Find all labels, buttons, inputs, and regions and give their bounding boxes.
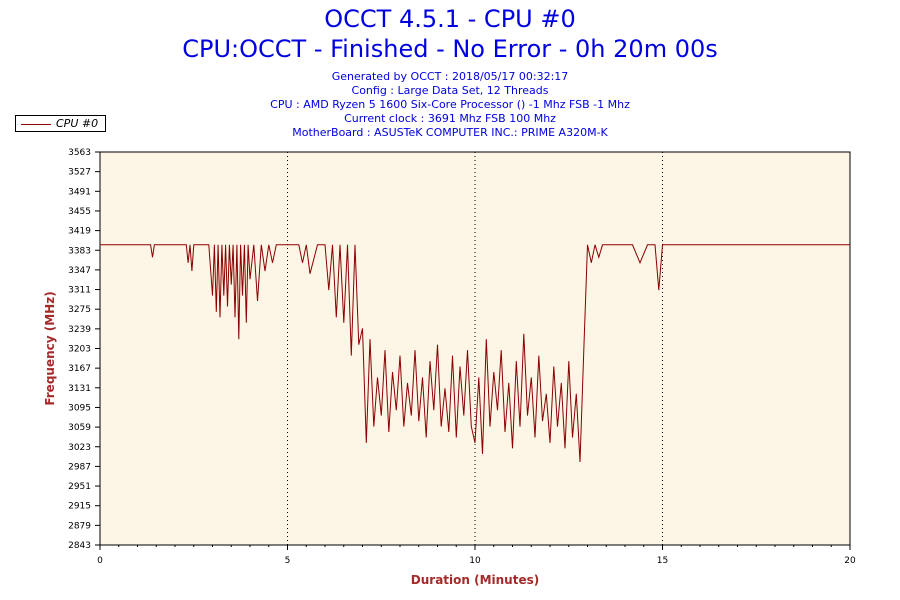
y-tick-label: 3131	[68, 384, 91, 394]
y-tick-label: 3527	[68, 168, 91, 178]
y-tick-label: 3383	[68, 246, 91, 256]
y-tick-label: 2987	[68, 462, 91, 472]
legend: CPU #0	[15, 115, 106, 132]
y-tick-label: 3167	[68, 364, 91, 374]
x-tick-label: 10	[469, 556, 481, 566]
x-tick-label: 5	[285, 556, 291, 566]
info-generated: Generated by OCCT : 2018/05/17 00:32:17	[331, 70, 569, 83]
info-config: Config : Large Data Set, 12 Threads	[351, 84, 549, 97]
y-tick-label: 3455	[68, 207, 91, 217]
y-tick-label: 3563	[68, 148, 91, 158]
y-tick-label: 3419	[68, 227, 91, 237]
y-tick-label: 3059	[68, 423, 91, 433]
y-tick-label: 3239	[68, 325, 91, 335]
x-tick-label: 0	[97, 556, 103, 566]
y-tick-label: 3095	[68, 403, 91, 413]
y-tick-label: 2915	[68, 502, 91, 512]
legend-label: CPU #0	[56, 117, 99, 130]
chart-subtitle: CPU:OCCT - Finished - No Error - 0h 20m …	[182, 35, 718, 63]
x-tick-label: 20	[844, 556, 856, 566]
y-tick-label: 2951	[68, 482, 91, 492]
x-axis-label: Duration (Minutes)	[411, 573, 539, 587]
y-tick-label: 3311	[68, 286, 91, 296]
info-cpu: CPU : AMD Ryzen 5 1600 Six-Core Processo…	[270, 98, 630, 111]
y-tick-label: 3491	[68, 187, 91, 197]
y-axis-label: Frequency (MHz)	[43, 291, 57, 405]
y-tick-label: 2843	[68, 541, 91, 551]
x-tick-label: 15	[657, 556, 668, 566]
chart-title: OCCT 4.5.1 - CPU #0	[324, 5, 576, 33]
y-tick-label: 3347	[68, 266, 91, 276]
y-tick-label: 3275	[68, 305, 91, 315]
y-tick-label: 3203	[68, 345, 91, 355]
y-tick-label: 2879	[68, 521, 91, 531]
info-motherboard: MotherBoard : ASUSTeK COMPUTER INC.: PRI…	[292, 126, 608, 139]
y-tick-label: 3023	[68, 443, 91, 453]
series-line-cpu0	[100, 244, 850, 463]
legend-swatch	[21, 124, 51, 125]
info-clock: Current clock : 3691 Mhz FSB 100 Mhz	[344, 112, 556, 125]
